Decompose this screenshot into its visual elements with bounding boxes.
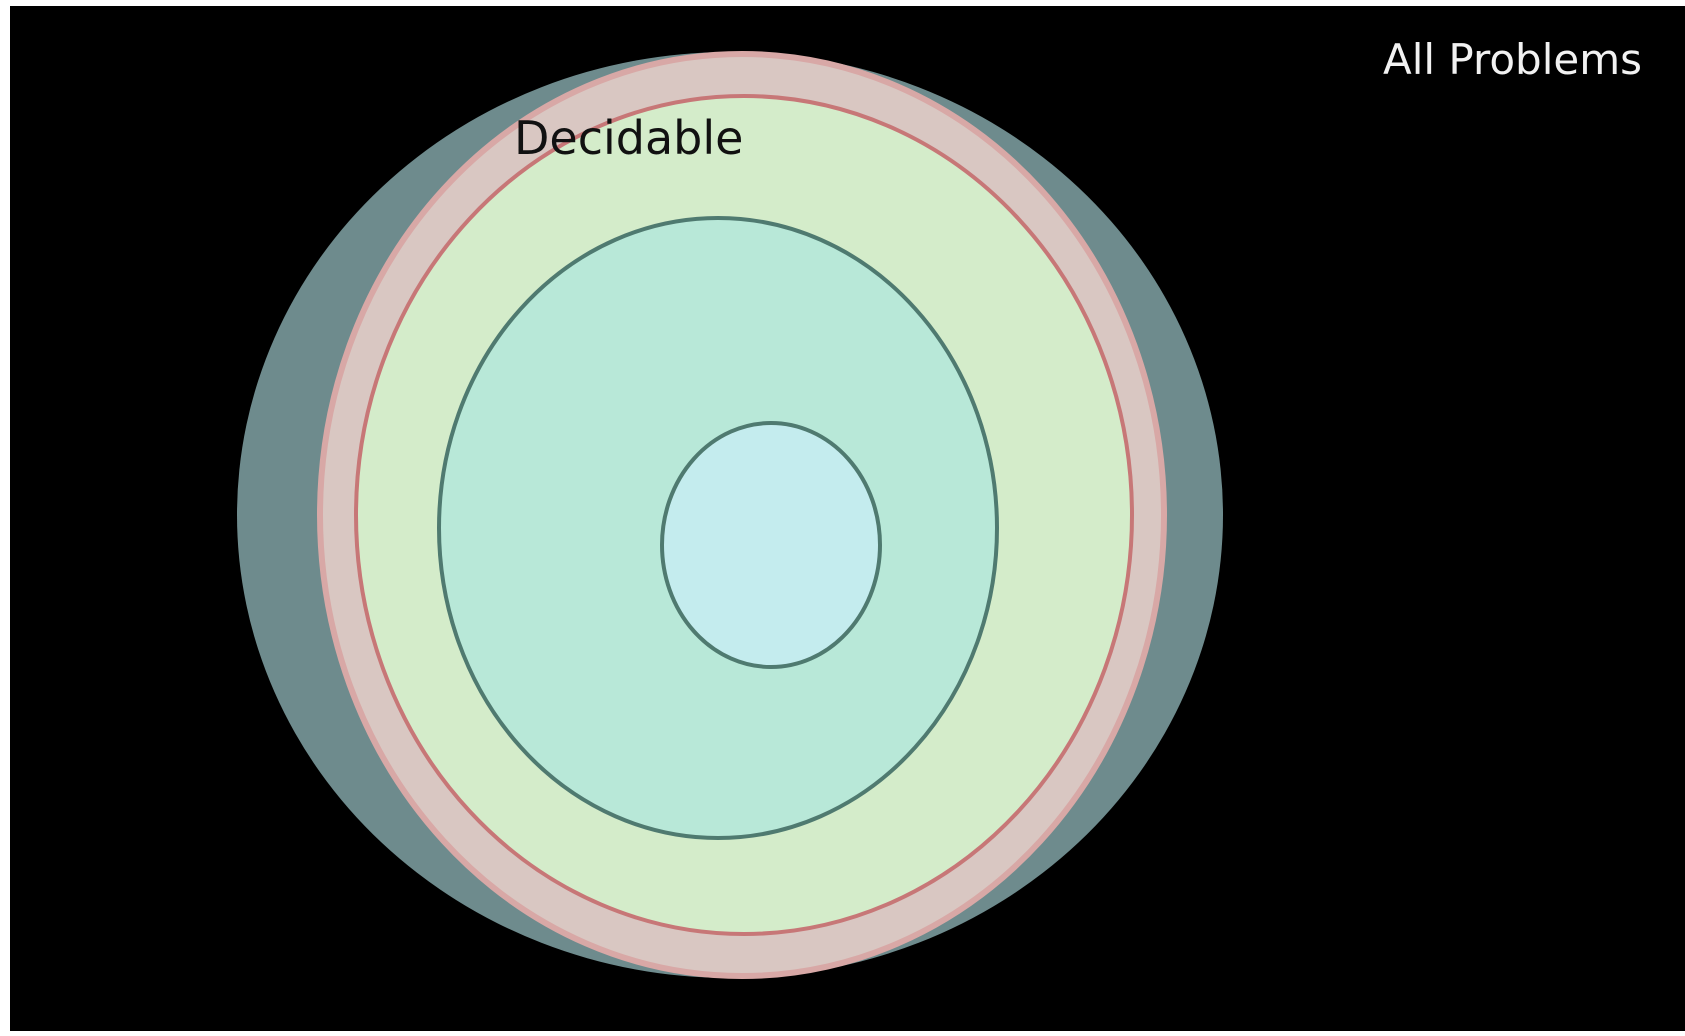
inner-set xyxy=(660,421,882,669)
all-problems-label: All Problems xyxy=(1383,35,1642,84)
decidable-label: Decidable xyxy=(514,111,743,165)
